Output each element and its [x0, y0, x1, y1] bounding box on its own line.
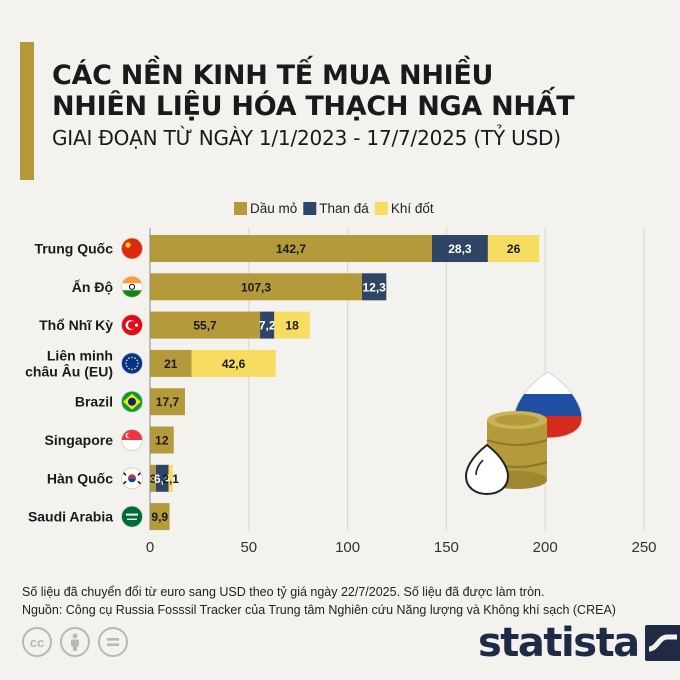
category-label: Saudi Arabia [28, 509, 113, 525]
bar-segment [150, 311, 261, 339]
bar-segment [150, 349, 192, 377]
bar-segment [150, 273, 363, 301]
bar-segment [150, 235, 432, 262]
brand-wordmark: statista [478, 620, 640, 666]
footer: Số liệu đã chuyển đổi từ euro sang USD t… [22, 583, 616, 619]
data-label: 7,2 [259, 319, 276, 333]
singapore-flag-icon [121, 429, 143, 451]
category-label: Ấn Độ [72, 279, 113, 295]
statista-mark-icon [644, 625, 680, 661]
turkey-flag-icon [121, 314, 143, 337]
attribution-icon[interactable] [60, 627, 90, 657]
oil-barrel-illustration [464, 371, 583, 496]
data-label: 55,7 [193, 319, 217, 333]
data-label: 12,3 [362, 280, 386, 294]
legend-label: Dầu mỏ [250, 201, 297, 216]
bar-segment [150, 388, 185, 416]
title-line-1: CÁC NỀN KINH TẾ MUA NHIỀU [52, 60, 494, 91]
brazil-flag-icon [121, 390, 143, 413]
x-tick-label: 250 [631, 539, 656, 556]
category-label: Brazil [75, 394, 113, 410]
data-label: 17,7 [156, 395, 180, 409]
category-label: Thổ Nhĩ Kỳ [39, 317, 113, 333]
bar-segment [191, 349, 276, 377]
footnote: Số liệu đã chuyển đổi từ euro sang USD t… [22, 585, 545, 599]
bar-segment [274, 311, 310, 339]
accent-bar [20, 42, 34, 180]
bar-segment [260, 311, 275, 339]
x-tick-label: 150 [434, 539, 459, 556]
bar-segment [362, 273, 387, 301]
data-label: 9,9 [151, 510, 168, 524]
saudi-arabia-flag-icon [121, 505, 143, 528]
data-label: 28,3 [448, 242, 472, 256]
x-tick-label: 100 [335, 539, 360, 556]
bar-segment [487, 235, 540, 262]
bar-segment [155, 464, 169, 492]
bar-segment [150, 464, 156, 492]
bar-segment [431, 235, 488, 262]
legend-label: Than đá [319, 201, 369, 216]
legend-swatch [374, 202, 388, 215]
south-korea-flag-icon [121, 467, 143, 490]
chart-title: CÁC NỀN KINH TẾ MUA NHIỀU NHIÊN LIỆU HÓA… [52, 60, 575, 122]
data-label: 21 [164, 357, 178, 371]
bar-segment [168, 464, 173, 492]
x-tick-label: 50 [240, 539, 257, 556]
data-label: 6,4 [154, 472, 171, 486]
legend-label: Khí đốt [391, 201, 434, 216]
legend-swatch [303, 202, 317, 215]
bar-chart: 0 50 100 150 200 250 Dầu mỏ Than đá Khí đốt Trung… [25, 201, 656, 556]
data-label: 42,6 [222, 357, 246, 371]
data-label: 12 [155, 434, 169, 448]
legend-swatch [234, 202, 247, 215]
china-flag-icon [121, 237, 143, 260]
category-label: Singapore [45, 432, 114, 448]
eu-flag-icon [121, 352, 143, 375]
statista-logo[interactable]: statista [478, 620, 680, 666]
bar-segment [150, 426, 174, 454]
data-label: 107,3 [241, 280, 271, 294]
data-label: 18 [285, 319, 299, 333]
title-line-2: NHIÊN LIỆU HÓA THẠCH NGA NHẤT [52, 91, 575, 122]
data-label: 3 [150, 472, 157, 486]
source-note: Nguồn: Công cụ Russia Fosssil Tracker củ… [22, 603, 616, 617]
x-tick-label: 0 [146, 539, 154, 556]
category-label: Liên minh [47, 347, 113, 363]
data-label: 26 [507, 242, 521, 256]
chart-subtitle: GIAI ĐOẠN TỪ NGÀY 1/1/2023 - 17/7/2025 (… [52, 126, 561, 150]
india-flag-icon [121, 275, 143, 298]
x-tick-label: 200 [533, 539, 558, 556]
no-derivatives-icon[interactable] [98, 627, 128, 657]
bar-segment [150, 503, 170, 531]
category-label: châu Âu (EU) [25, 362, 113, 379]
data-label: 142,7 [276, 242, 306, 256]
category-label: Trung Quốc [34, 241, 113, 257]
license-icons: cc [22, 627, 128, 657]
creative-commons-icon[interactable]: cc [22, 627, 52, 657]
category-label: Hàn Quốc [47, 470, 113, 486]
data-label: 2,1 [162, 472, 179, 486]
